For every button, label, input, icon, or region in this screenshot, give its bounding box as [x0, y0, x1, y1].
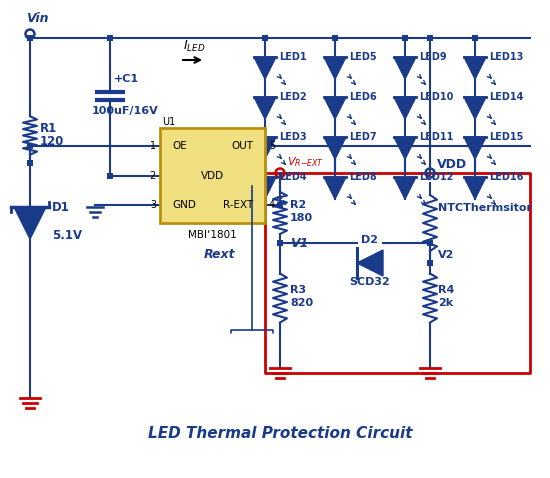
Polygon shape: [464, 97, 486, 119]
Text: R2: R2: [290, 200, 306, 210]
Text: 3: 3: [150, 200, 156, 210]
Text: LED9: LED9: [419, 52, 447, 62]
Polygon shape: [324, 177, 346, 199]
Text: LED16: LED16: [489, 172, 524, 182]
Text: LED8: LED8: [349, 172, 377, 182]
Text: $\mathit{I}_{LED}$: $\mathit{I}_{LED}$: [183, 39, 205, 54]
Text: LED15: LED15: [489, 132, 524, 142]
Polygon shape: [14, 207, 46, 239]
Text: U1: U1: [162, 117, 175, 127]
Text: 820: 820: [290, 298, 313, 308]
Text: OUT: OUT: [231, 141, 253, 151]
Text: 4: 4: [269, 200, 275, 210]
Text: R4: R4: [438, 285, 454, 295]
Text: 2k: 2k: [438, 298, 453, 308]
Text: 1: 1: [150, 141, 156, 151]
Text: V1: V1: [290, 237, 309, 250]
Polygon shape: [254, 177, 276, 199]
Text: 100uF/16V: 100uF/16V: [92, 106, 159, 116]
Polygon shape: [464, 57, 486, 79]
Text: SCD32: SCD32: [350, 277, 390, 287]
FancyBboxPatch shape: [160, 128, 265, 223]
Text: Rext: Rext: [204, 248, 236, 261]
Polygon shape: [394, 137, 416, 159]
Polygon shape: [324, 57, 346, 79]
Text: VDD: VDD: [200, 171, 223, 181]
Text: Vin: Vin: [26, 12, 48, 25]
Text: MBI‘1801: MBI‘1801: [188, 230, 236, 240]
Polygon shape: [254, 137, 276, 159]
Polygon shape: [394, 177, 416, 199]
Polygon shape: [324, 97, 346, 119]
Text: LED1: LED1: [279, 52, 307, 62]
Text: 5: 5: [269, 141, 275, 151]
Text: 5.1V: 5.1V: [52, 228, 82, 241]
Text: LED Thermal Protection Circuit: LED Thermal Protection Circuit: [148, 425, 412, 441]
Text: LED2: LED2: [279, 92, 307, 102]
Polygon shape: [357, 250, 383, 276]
Polygon shape: [254, 97, 276, 119]
Text: LED11: LED11: [419, 132, 453, 142]
Polygon shape: [324, 137, 346, 159]
Text: D2: D2: [361, 235, 378, 245]
Polygon shape: [464, 137, 486, 159]
Text: LED14: LED14: [489, 92, 524, 102]
Text: D1: D1: [52, 200, 70, 214]
Text: LED3: LED3: [279, 132, 307, 142]
Text: LED13: LED13: [489, 52, 524, 62]
Polygon shape: [394, 97, 416, 119]
Text: R1: R1: [40, 121, 57, 134]
Text: VDD: VDD: [437, 158, 467, 171]
Text: LED4: LED4: [279, 172, 307, 182]
Text: LED5: LED5: [349, 52, 377, 62]
Text: 120: 120: [40, 134, 64, 148]
Text: GND: GND: [172, 200, 196, 210]
Polygon shape: [254, 57, 276, 79]
Text: 2: 2: [150, 171, 156, 181]
Polygon shape: [464, 177, 486, 199]
Text: V2: V2: [438, 250, 454, 260]
Text: LED6: LED6: [349, 92, 377, 102]
Text: $V_{R\mathit{-}EXT}$: $V_{R\mathit{-}EXT}$: [287, 155, 324, 169]
Text: LED12: LED12: [419, 172, 453, 182]
Text: +C1: +C1: [114, 74, 139, 84]
Text: NTCThermsitor: NTCThermsitor: [438, 203, 532, 213]
Text: 180: 180: [290, 213, 313, 223]
Text: OE: OE: [172, 141, 187, 151]
Text: R-EXT: R-EXT: [223, 200, 253, 210]
Text: LED7: LED7: [349, 132, 377, 142]
Text: R3: R3: [290, 285, 306, 295]
Polygon shape: [394, 57, 416, 79]
Text: LED10: LED10: [419, 92, 453, 102]
